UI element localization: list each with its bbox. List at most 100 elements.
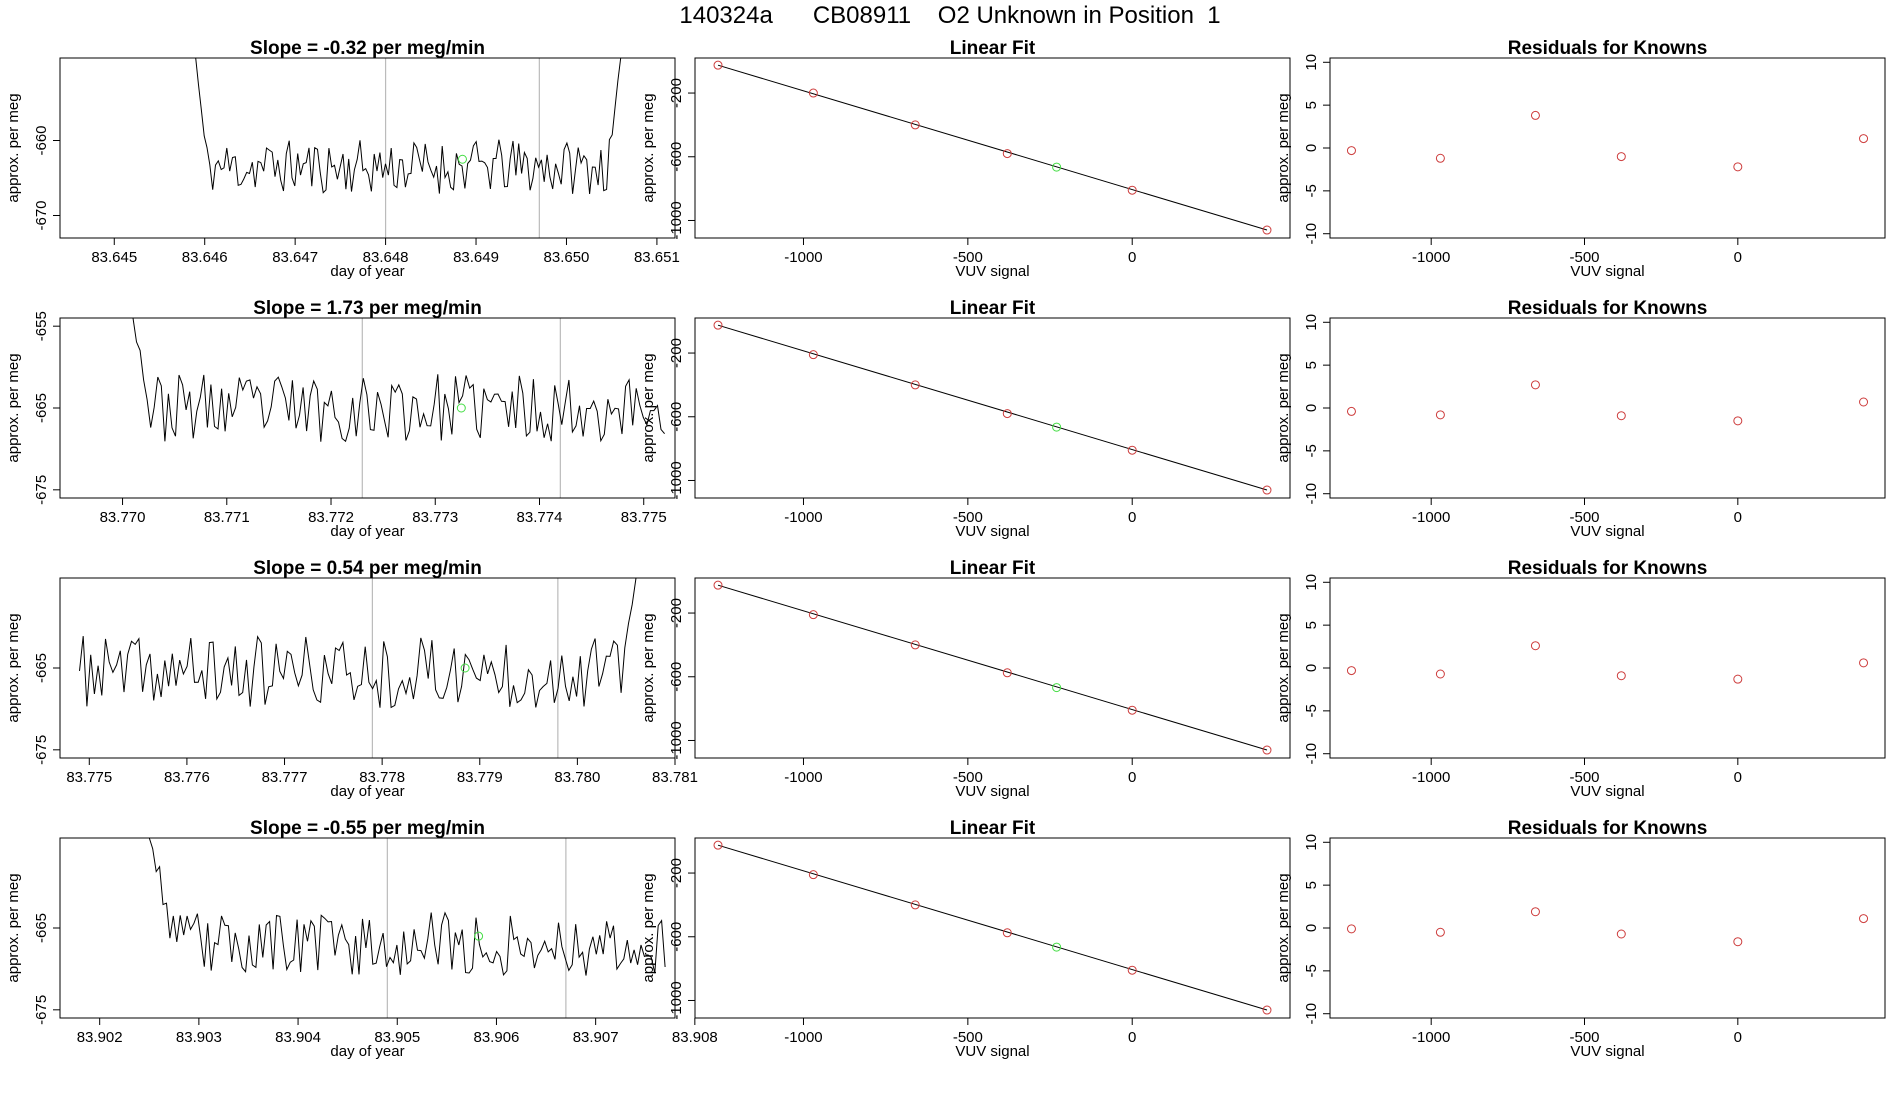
x-axis-label: VUV signal [1570, 1043, 1644, 1060]
x-tick-label: 83.781 [652, 769, 698, 786]
x-tick-label: 83.649 [453, 249, 499, 266]
residual-point [1733, 674, 1743, 684]
y-axis-label: approx. per meg [5, 93, 22, 202]
plot-frame [694, 837, 1291, 1019]
x-tick-label: -500 [1569, 769, 1599, 786]
y-tick-label: -670 [33, 200, 50, 230]
x-tick-label: -500 [953, 249, 983, 266]
y-tick-label: 0 [1303, 144, 1320, 152]
known-point [1127, 705, 1137, 715]
residual-point [1859, 914, 1869, 924]
y-tick-label: -675 [33, 735, 50, 765]
x-tick-label: -500 [1569, 1029, 1599, 1046]
plot-frame [1329, 837, 1886, 1019]
plot-title: Slope = -0.55 per meg/min [250, 818, 485, 839]
x-tick-label: 0 [1128, 509, 1136, 526]
plot-area [713, 320, 1272, 495]
trace-line [148, 838, 666, 977]
x-tick-label: -1000 [784, 769, 822, 786]
plot-frame [1329, 57, 1886, 239]
y-tick-label: -10 [1303, 223, 1320, 245]
x-tick-label: 83.770 [100, 509, 146, 526]
x-tick-label: 83.780 [554, 769, 600, 786]
plot-frame [59, 317, 676, 499]
x-tick-label: -500 [953, 1029, 983, 1046]
y-tick-label: -660 [33, 125, 50, 155]
trace-line [79, 578, 637, 709]
fit-line [717, 64, 1268, 231]
unknown-point [460, 663, 470, 673]
x-tick-label: -1000 [1412, 249, 1450, 266]
y-tick-label: -5 [1303, 704, 1320, 717]
plot-title: Linear Fit [950, 38, 1036, 59]
known-point [910, 120, 920, 130]
x-tick-label: 0 [1128, 769, 1136, 786]
known-point [1127, 965, 1137, 975]
x-tick-label: 83.904 [275, 1029, 321, 1046]
y-axis-label: approx. per meg [640, 353, 657, 462]
x-tick-label: -1000 [784, 1029, 822, 1046]
y-axis-label: approx. per meg [640, 613, 657, 722]
page-title: 140324a CB08911 O2 Unknown in Position 1 [679, 2, 1221, 29]
x-tick-label: 83.907 [573, 1029, 619, 1046]
y-tick-label: -1000 [668, 201, 685, 239]
residual-point [1616, 152, 1626, 162]
x-tick-label: 83.651 [634, 249, 680, 266]
residual-point [1616, 671, 1626, 681]
plot-area [1346, 110, 1869, 172]
unknown-point [1052, 162, 1062, 172]
known-point [808, 870, 818, 880]
plot-frame [59, 577, 676, 759]
y-tick-label: -665 [33, 653, 50, 683]
y-tick-label: -5 [1303, 964, 1320, 977]
y-tick-label: -5 [1303, 184, 1320, 197]
y-tick-label: 0 [1303, 924, 1320, 932]
x-tick-label: 83.645 [91, 249, 137, 266]
plot-panel-trace: Slope = 1.73 per meg/min day of year appro… [5, 298, 676, 540]
known-point [910, 640, 920, 650]
y-tick-label: -200 [668, 598, 685, 628]
plot-frame [694, 57, 1291, 239]
x-tick-label: -1000 [784, 249, 822, 266]
x-axis-label: day of year [330, 523, 404, 540]
x-tick-label: 83.902 [77, 1029, 123, 1046]
plot-frame [1329, 317, 1886, 499]
y-tick-label: -10 [1303, 1003, 1320, 1025]
plot-area [1346, 380, 1869, 426]
known-point [1262, 1005, 1272, 1015]
y-axis-label: approx. per meg [1275, 93, 1292, 202]
plot-area [713, 60, 1272, 235]
y-axis-label: approx. per meg [640, 873, 657, 982]
plot-frame [59, 57, 676, 239]
plot-panel-residuals: Residuals for Knowns VUV signal approx. pe… [1275, 38, 1886, 280]
x-axis-label: day of year [330, 263, 404, 280]
plot-panel-linear_fit: Linear Fit VUV signal approx. per meg -1000… [640, 38, 1291, 280]
y-tick-label: -675 [33, 475, 50, 505]
y-axis-label: approx. per meg [5, 613, 22, 722]
residual-point [1733, 937, 1743, 947]
plot-title: Slope = -0.32 per meg/min [250, 38, 485, 59]
x-axis-label: VUV signal [1570, 783, 1644, 800]
x-tick-label: 83.774 [517, 509, 563, 526]
residual-point [1530, 380, 1540, 390]
y-tick-label: 5 [1303, 101, 1320, 109]
plot-title: Linear Fit [950, 558, 1036, 579]
plot-area [1346, 907, 1869, 947]
x-tick-label: 83.778 [359, 769, 405, 786]
y-tick-label: -200 [668, 338, 685, 368]
x-tick-label: 83.775 [621, 509, 667, 526]
plot-title: Residuals for Knowns [1508, 818, 1708, 839]
residual-point [1435, 927, 1445, 937]
x-tick-label: 0 [1734, 509, 1742, 526]
plot-panel-trace: Slope = -0.32 per meg/min day of year appr… [5, 38, 680, 280]
plot-title: Residuals for Knowns [1508, 38, 1708, 59]
y-tick-label: -600 [668, 922, 685, 952]
x-tick-label: 83.771 [204, 509, 250, 526]
known-point [1002, 409, 1012, 419]
x-tick-label: -500 [1569, 509, 1599, 526]
plot-area [79, 578, 637, 758]
x-tick-label: 0 [1128, 1029, 1136, 1046]
y-tick-label: -600 [668, 142, 685, 172]
y-tick-label: -200 [668, 858, 685, 888]
